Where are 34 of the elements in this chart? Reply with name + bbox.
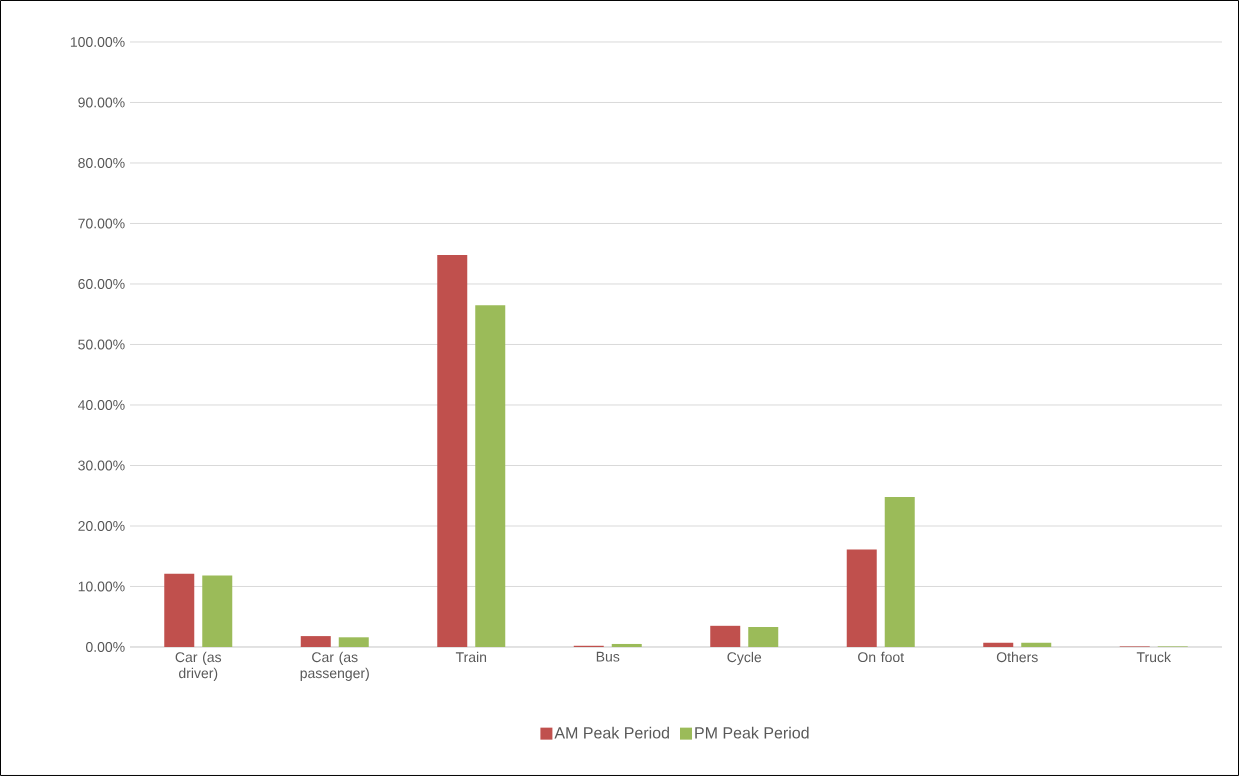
legend-label: PM Peak Period bbox=[695, 726, 809, 739]
y-tick-label: 50.00% bbox=[78, 339, 125, 350]
y-tick-label: 10.00% bbox=[78, 581, 125, 592]
bar bbox=[475, 305, 506, 647]
y-tick-label: 20.00% bbox=[78, 521, 125, 531]
bar bbox=[748, 627, 779, 647]
x-tick-label: Car (as passenger) bbox=[300, 651, 369, 681]
bar bbox=[300, 636, 331, 647]
x-tick-label: Bus bbox=[596, 651, 620, 662]
y-tick-label: 90.00% bbox=[78, 97, 125, 108]
bar bbox=[164, 573, 195, 647]
y-tick-label: 70.00% bbox=[78, 218, 125, 229]
y-tick-label: 30.00% bbox=[78, 460, 125, 471]
x-tick-label: Others bbox=[996, 651, 1038, 663]
x-tick-label: Train bbox=[455, 651, 487, 663]
y-tick-label: 80.00% bbox=[78, 158, 125, 168]
x-tick-label: Car (as driver) bbox=[175, 651, 222, 681]
legend-label: AM Peak Period bbox=[554, 726, 669, 739]
y-tick-label: 40.00% bbox=[77, 400, 125, 410]
bar bbox=[884, 496, 915, 647]
x-tick-label: Truck bbox=[1136, 651, 1171, 663]
y-tick-label: 0.00% bbox=[85, 642, 125, 652]
bar bbox=[437, 254, 468, 647]
x-tick-label: On foot bbox=[858, 651, 904, 663]
bar bbox=[611, 643, 642, 647]
bar bbox=[846, 549, 877, 647]
bar bbox=[338, 637, 369, 647]
bar bbox=[202, 575, 233, 647]
y-tick-label: 60.00% bbox=[78, 279, 125, 289]
y-tick-label: 100.00% bbox=[70, 37, 125, 47]
bar bbox=[710, 625, 741, 647]
x-tick-label: Cycle bbox=[727, 651, 762, 665]
bar bbox=[983, 642, 1014, 647]
bar bbox=[1021, 642, 1052, 647]
